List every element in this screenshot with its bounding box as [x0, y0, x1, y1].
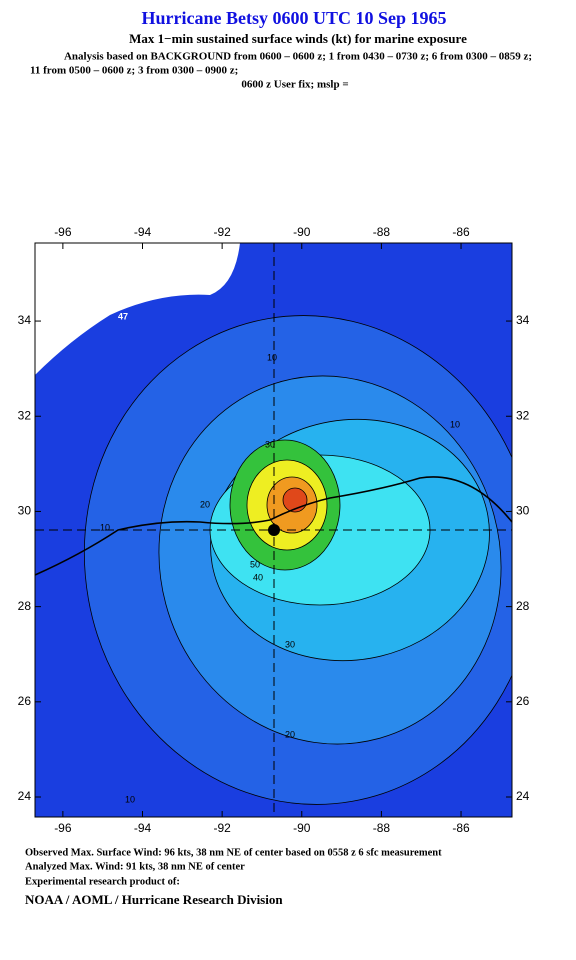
center-marker — [268, 524, 280, 536]
y-tick-label: 26 — [516, 694, 530, 708]
y-tick-label: 30 — [516, 504, 530, 518]
map — [35, 243, 512, 817]
contour-label: 50 — [250, 559, 260, 569]
footer-line: NOAA / AOML / Hurricane Research Divisio… — [25, 892, 283, 907]
y-tick-label: 32 — [18, 408, 32, 422]
contour-label: 20 — [200, 499, 210, 509]
contour-label: 10 — [100, 522, 110, 532]
x-tick-label: -94 — [134, 225, 152, 239]
footer-line: Experimental research product of: — [25, 876, 180, 887]
contour-label: 30 — [285, 639, 295, 649]
y-tick-label: 34 — [516, 313, 530, 327]
y-tick-label: 32 — [516, 408, 530, 422]
x-tick-label: -88 — [373, 821, 391, 835]
x-tick-label: -88 — [373, 225, 391, 239]
contour-label: 10 — [125, 794, 135, 804]
subtitle: Max 1−min sustained surface winds (kt) f… — [129, 31, 467, 46]
coastline — [34, 476, 513, 576]
y-tick-label: 28 — [18, 599, 32, 613]
y-tick-label: 24 — [516, 789, 530, 803]
y-tick-label: 26 — [18, 694, 32, 708]
footer-line: Analyzed Max. Wind: 91 kts, 38 nm NE of … — [25, 861, 245, 872]
contour-label: 10 — [267, 352, 277, 362]
x-tick-label: -90 — [293, 225, 311, 239]
y-tick-label: 30 — [18, 504, 32, 518]
x-tick-label: -92 — [213, 821, 231, 835]
x-tick-label: -86 — [452, 821, 470, 835]
y-tick-label: 24 — [18, 789, 32, 803]
x-tick-label: -96 — [54, 821, 72, 835]
footer-line: Observed Max. Surface Wind: 96 kts, 38 n… — [25, 847, 442, 858]
land — [35, 243, 240, 375]
x-tick-label: -90 — [293, 821, 311, 835]
contour-label: 20 — [285, 729, 295, 739]
y-tick-label: 28 — [516, 599, 530, 613]
contour-label: 47 — [118, 311, 128, 321]
y-tick-label: 34 — [18, 313, 32, 327]
x-tick-label: -92 — [213, 225, 231, 239]
x-tick-label: -96 — [54, 225, 72, 239]
contour-label: 10 — [450, 419, 460, 429]
analysis-line: 11 from 0500 – 0600 z; 3 from 0300 – 090… — [30, 65, 238, 77]
overlay: 47 10 10 10 10 20 20 30 30 40 50 -96 -96 -94 -94 -92 -92… — [18, 225, 530, 835]
x-tick-label: -94 — [134, 821, 152, 835]
analysis-line: 0600 z User fix; mslp = — [241, 79, 348, 91]
analysis-line: Analysis based on BACKGROUND from 0600 –… — [64, 51, 532, 63]
title: Hurricane Betsy 0600 UTC 10 Sep 1965 — [142, 8, 447, 28]
x-tick-label: -86 — [452, 225, 470, 239]
contour-label: 30 — [265, 439, 275, 449]
contour-label: 40 — [253, 572, 263, 582]
frame — [34, 242, 513, 818]
